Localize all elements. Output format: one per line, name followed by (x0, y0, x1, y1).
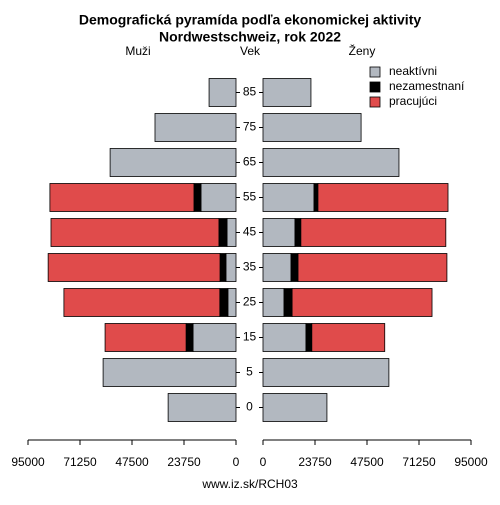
bar (262, 288, 285, 317)
age-label: 55 (243, 190, 257, 204)
x-tick-label: 71250 (402, 455, 436, 469)
age-label: 25 (243, 295, 257, 309)
bar (225, 253, 237, 282)
bar (305, 323, 313, 352)
bar (262, 113, 362, 142)
x-tick-label: 23750 (298, 455, 332, 469)
age-label: 15 (243, 330, 257, 344)
bar (297, 253, 448, 282)
age-label: 85 (243, 85, 257, 99)
bar (102, 358, 237, 387)
bar (262, 358, 390, 387)
x-tick-label: 95000 (454, 455, 488, 469)
x-tick-label: 23750 (167, 455, 201, 469)
age-label: 65 (243, 155, 257, 169)
bar (47, 253, 221, 282)
bar (227, 288, 237, 317)
bar (63, 288, 221, 317)
bar (219, 253, 227, 282)
chart-title: Demografická pyramída podľa ekonomickej … (79, 12, 422, 28)
legend-label: neaktívni (389, 64, 437, 78)
bar (311, 323, 386, 352)
right-label: Ženy (349, 43, 376, 58)
bar (200, 183, 237, 212)
left-label: Muži (125, 44, 150, 58)
age-label: 45 (243, 225, 257, 239)
bar (192, 323, 237, 352)
bar (154, 113, 237, 142)
bar (262, 323, 307, 352)
x-tick-label: 71250 (63, 455, 97, 469)
bar (283, 288, 293, 317)
age-label: 0 (246, 400, 253, 414)
bar (262, 148, 400, 177)
footer: www.iz.sk/RCH03 (201, 477, 298, 491)
bar (219, 288, 229, 317)
bar (262, 78, 312, 107)
x-tick-label: 95000 (11, 455, 45, 469)
x-tick-label: 47500 (350, 455, 384, 469)
chart-subtitle: Nordwestschweiz, rok 2022 (159, 29, 341, 45)
legend-swatch (369, 66, 381, 78)
bar (262, 218, 296, 247)
bar (193, 183, 202, 212)
age-label: 35 (243, 260, 257, 274)
bar (167, 393, 237, 422)
legend-label: pracujúci (389, 94, 437, 108)
bar (208, 78, 237, 107)
legend-swatch (369, 96, 381, 108)
bar (300, 218, 447, 247)
bar (109, 148, 237, 177)
bar (185, 323, 194, 352)
bar (49, 183, 195, 212)
bar (104, 323, 187, 352)
x-tick-label: 47500 (115, 455, 149, 469)
bar (262, 183, 315, 212)
bar (262, 393, 328, 422)
age-label: 5 (246, 365, 253, 379)
legend-label: nezamestnaní (389, 79, 465, 93)
bar (317, 183, 449, 212)
x-tick-label: 0 (260, 455, 267, 469)
bar (50, 218, 220, 247)
bar (226, 218, 237, 247)
bar (294, 218, 302, 247)
bar (290, 253, 299, 282)
bar (313, 183, 319, 212)
age-label: 75 (243, 120, 257, 134)
x-tick-label: 0 (233, 455, 240, 469)
bar (262, 253, 292, 282)
center-label: Vek (240, 44, 261, 58)
bar (291, 288, 433, 317)
bar (218, 218, 228, 247)
legend-swatch (369, 81, 381, 93)
